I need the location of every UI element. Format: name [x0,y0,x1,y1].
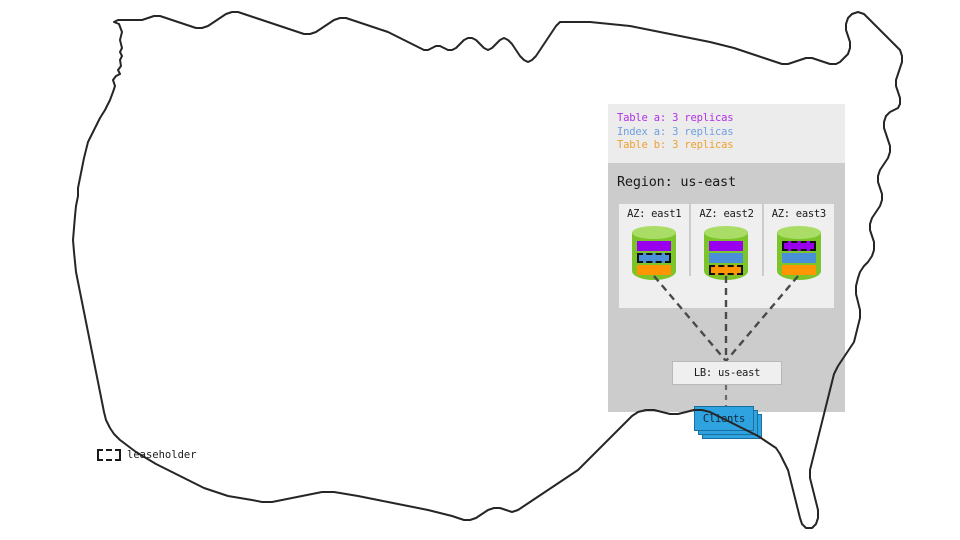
load-balancer-box[interactable]: LB: us-east [672,361,782,385]
replica-stripes-east3 [781,241,816,277]
region-title: Region: us-east [617,174,736,190]
legend-item-index-a: Index a: 3 replicas [617,125,734,138]
replica-stripe-table-b [781,265,816,275]
replica-stripes-east2 [709,241,744,277]
replica-stripe-index-a [781,253,816,263]
replica-stripe-index-a [637,253,672,263]
leaseholder-key-label: leaseholder [127,449,197,461]
database-cylinder-icon [776,226,821,283]
legend-item-table-b: Table b: 3 replicas [617,139,734,151]
legend-item-table-a: Table a: 3 replicas [617,112,734,124]
az-label-east3: AZ: east3 [771,208,827,220]
replica-stripe-table-a [709,241,744,251]
db-node-east2[interactable] [704,226,749,283]
deployment-diagram-panel: Table a: 3 replicas Index a: 3 replicas … [608,104,845,439]
load-balancer-label: LB: us-east [693,367,761,379]
db-node-east3[interactable] [776,226,821,283]
availability-zone-row: AZ: east1 AZ: east2 [619,204,834,280]
replica-stripe-table-b [709,265,744,275]
database-cylinder-icon [632,226,677,283]
clients-stack[interactable]: Clients [694,406,764,440]
az-cell-east2[interactable]: AZ: east2 [691,204,762,280]
replica-stripe-table-a [637,241,672,251]
replica-legend: Table a: 3 replicas Index a: 3 replicas … [608,104,845,163]
az-cell-east3[interactable]: AZ: east3 [763,204,834,280]
clients-label: Clients [702,412,746,425]
cylinder-top [704,226,749,239]
replica-stripe-table-b [637,265,672,275]
replica-stripes-east1 [637,241,672,277]
replica-stripe-index-a [709,253,744,263]
az-cell-east1[interactable]: AZ: east1 [619,204,690,280]
db-node-east1[interactable] [632,226,677,283]
az-label-east2: AZ: east2 [699,208,754,220]
replica-stripe-table-a [781,241,816,251]
cylinder-top [776,226,821,239]
cylinder-top [632,226,677,239]
region-container: Region: us-east AZ: east1 [608,163,845,439]
database-cylinder-icon [704,226,749,283]
clients-card-front[interactable]: Clients [694,406,754,431]
az-label-east1: AZ: east1 [627,208,682,220]
leaseholder-key: leaseholder [97,449,197,461]
dashed-rectangle-icon [97,449,121,461]
